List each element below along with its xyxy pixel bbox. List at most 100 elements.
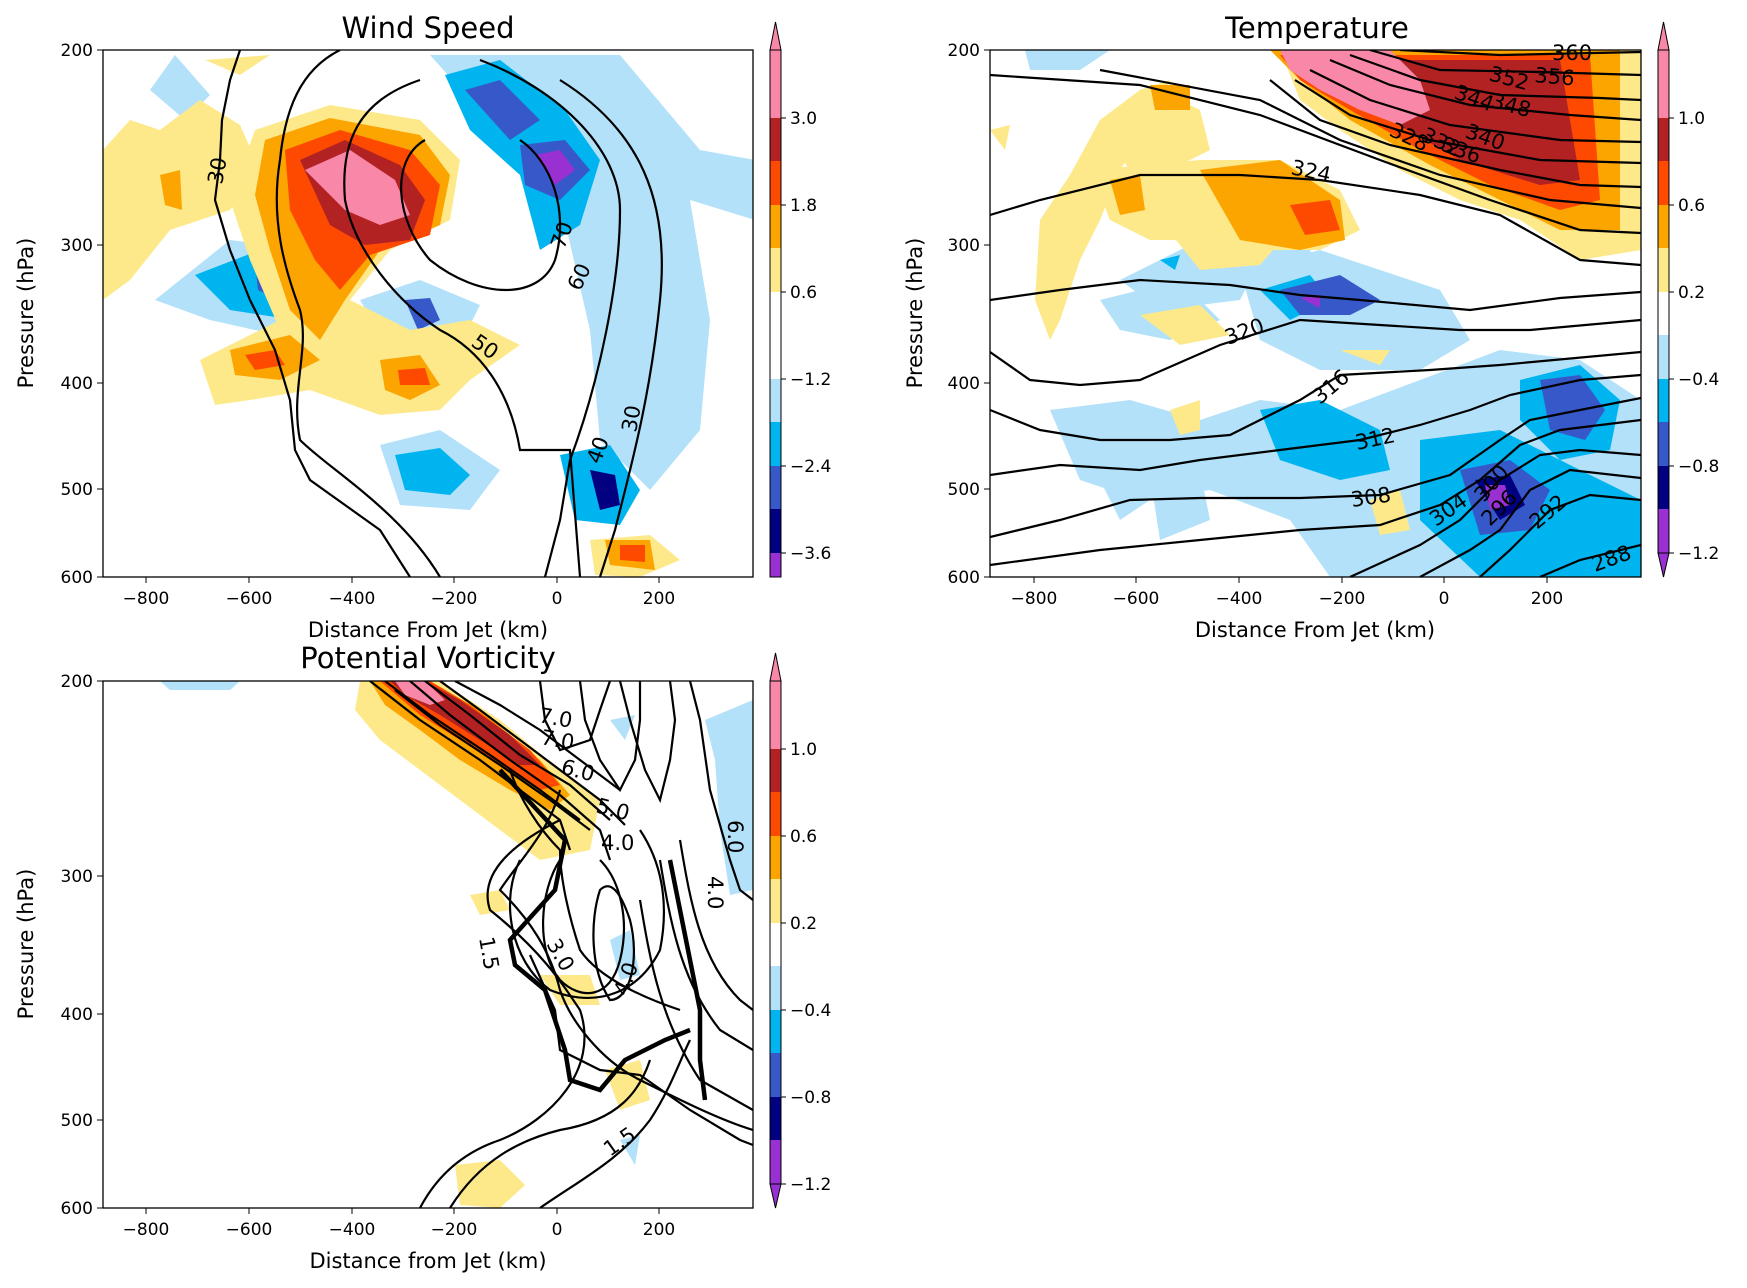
filled-contours — [103, 50, 753, 577]
anomaly-region — [620, 1135, 640, 1165]
colorbar-tick-label: −1.2 — [1678, 544, 1719, 564]
x-axis-label: Distance from Jet (km) — [309, 1249, 546, 1273]
contour-line — [1399, 50, 1641, 57]
contour-label: 7.0 — [537, 703, 574, 732]
colorbar: 1.0 0.6 0.2 −0.4 −0.8 −1.2 — [1657, 21, 1719, 578]
colorbar-segment — [770, 118, 781, 161]
contour-line — [1369, 50, 1641, 77]
anomaly-region — [160, 170, 182, 210]
colorbar-tick-label: −0.8 — [790, 1088, 831, 1108]
colorbar-segment — [770, 1097, 781, 1140]
contour-line — [990, 318, 1641, 387]
contour-line — [542, 859, 626, 995]
colorbar-segment — [770, 879, 781, 923]
contour-line — [1479, 493, 1641, 577]
contour-label: 30 — [203, 155, 231, 185]
anomaly-region — [1290, 200, 1340, 235]
y-tick-label: 600 — [948, 568, 980, 588]
contour-line — [678, 839, 753, 1011]
y-tick-label: 400 — [948, 374, 980, 394]
colorbar-segment — [1658, 379, 1669, 422]
contour-label: 4.0 — [703, 876, 727, 909]
contour-label: 30 — [617, 403, 645, 433]
colorbar-tick-label: −3.6 — [790, 544, 831, 564]
anomaly-region — [305, 150, 410, 225]
colorbar-tick-label: 3.0 — [790, 109, 817, 129]
contour-line — [1294, 79, 1641, 165]
contour-line — [1269, 79, 1641, 189]
contour-line — [369, 681, 572, 851]
y-axis-label: Pressure (hPa) — [14, 869, 38, 1020]
colorbar: 1.0 0.6 0.2 −0.4 −0.8 −1.2 — [769, 652, 831, 1209]
colorbar-segment — [1658, 292, 1669, 335]
contour-label: 356 — [1534, 63, 1576, 90]
colorbar-segment — [770, 1140, 781, 1184]
anomaly-region — [1150, 470, 1210, 540]
x-tick-label: −400 — [1216, 589, 1263, 609]
contour-line — [578, 681, 642, 793]
contour-label: 360 — [1552, 41, 1592, 65]
contour-line — [1349, 53, 1641, 102]
contour-line — [1419, 468, 1641, 577]
y-tick-label: 300 — [61, 867, 93, 887]
colorbar-tick-label: 1.8 — [790, 196, 817, 216]
colorbar-segment — [770, 553, 781, 577]
contour-label: 6.0 — [723, 820, 747, 853]
anomaly-region — [990, 125, 1010, 150]
panel-title: Potential Vorticity — [300, 641, 555, 675]
colorbar-extend-min — [769, 1183, 782, 1209]
colorbar-segment — [770, 292, 781, 379]
y-tick-label: 400 — [61, 374, 93, 394]
contour-line — [508, 829, 666, 999]
contour-line — [1099, 68, 1641, 210]
contour-lines-thick — [498, 768, 708, 1101]
colorbar-tick-label: 0.6 — [790, 283, 817, 303]
x-tick-label: 200 — [1531, 589, 1563, 609]
anomaly-region — [405, 298, 440, 330]
filled-contours — [103, 681, 753, 1208]
x-axis-label: Distance From Jet (km) — [308, 618, 548, 642]
contour-line — [498, 789, 753, 1132]
x-tick-label: 0 — [552, 1220, 563, 1240]
colorbar-tick-label: −1.2 — [790, 370, 831, 390]
colorbar-segment — [1658, 509, 1669, 553]
contour-line — [559, 79, 663, 577]
y-tick-label: 600 — [61, 1199, 93, 1219]
plot-frame — [989, 49, 1642, 578]
contour-label: 7.0 — [539, 725, 576, 754]
anomaly-region — [465, 80, 540, 140]
y-axis: 200 300 400 500 600 — [61, 41, 103, 588]
colorbar-segment — [1658, 248, 1669, 292]
anomaly-region — [590, 470, 620, 510]
colorbar-segment — [770, 836, 781, 879]
contour-line — [343, 78, 582, 577]
colorbar-tick-label: 0.2 — [1678, 283, 1705, 303]
colorbar-tick-label: 0.6 — [790, 827, 817, 847]
contour-line-bold — [667, 859, 708, 1101]
colorbar-segment — [1658, 50, 1669, 118]
x-tick-label: −200 — [1319, 589, 1366, 609]
anomaly-region — [395, 448, 470, 495]
colorbar-extend-min — [1657, 552, 1670, 578]
contour-label: 308 — [1349, 483, 1392, 512]
colorbar-segment — [1658, 422, 1669, 466]
contour-line — [1329, 58, 1641, 122]
contour-line — [508, 769, 681, 1012]
contour-line — [439, 681, 626, 826]
anomaly-region — [610, 715, 635, 740]
anomaly-region — [1485, 485, 1510, 510]
contour-lines — [213, 50, 663, 577]
anomaly-region — [205, 55, 270, 75]
plot-frame — [102, 680, 754, 1209]
anomaly-region — [1540, 375, 1605, 440]
x-tick-label: −600 — [226, 589, 273, 609]
anomaly-region — [430, 55, 753, 490]
contour-line — [1539, 543, 1641, 577]
x-axis: −800 −600 −400 −200 0 200 — [1011, 577, 1563, 609]
x-tick-label: −800 — [123, 1220, 170, 1240]
contour-line — [990, 278, 1641, 312]
y-axis-label: Pressure (hPa) — [903, 238, 927, 389]
colorbar-segment — [770, 248, 781, 292]
contour-line — [409, 681, 612, 861]
contour-line — [539, 1039, 691, 1208]
